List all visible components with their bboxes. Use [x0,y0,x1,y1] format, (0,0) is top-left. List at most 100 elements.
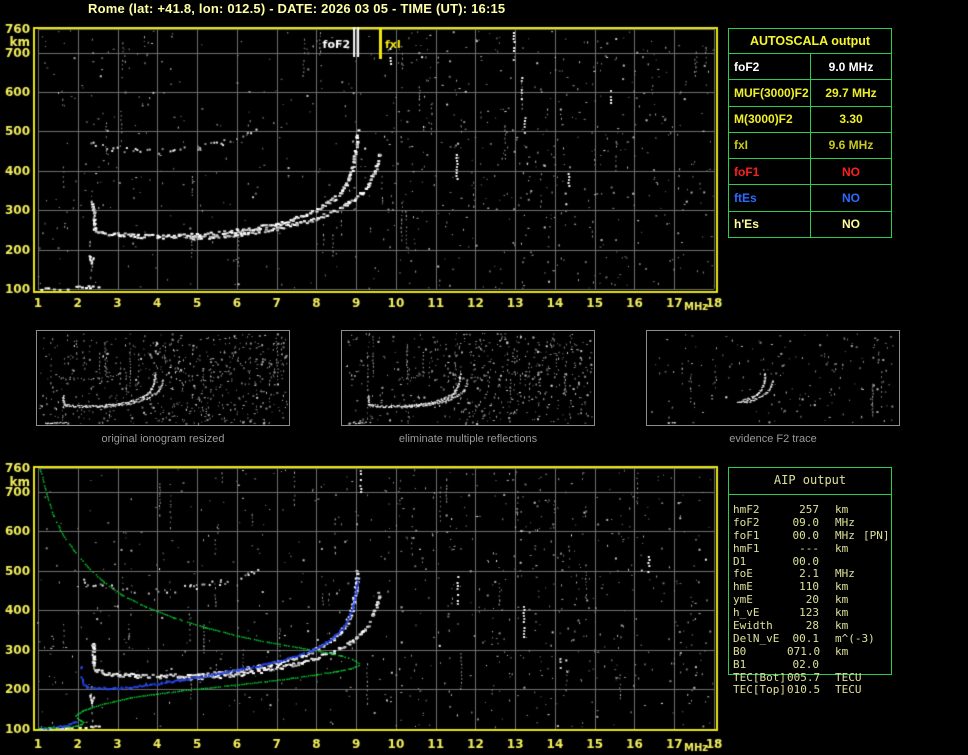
aip-parameter-unit: km [835,644,849,658]
aip-header: AIP output [773,473,847,487]
aip-row: foF2 09.0 MHz [728,515,892,530]
autoscala-parameter-label: M(3000)F2 [729,106,811,132]
aip-parameter-value: 09.0 [792,515,820,529]
aip-parameter-value: 071.0 [787,644,821,658]
aip-rows: hmF2 257 km foF2 09.0 MHz foF1 00.0 MHz [728,495,892,697]
aip-parameter-value: 00.0 [792,528,820,542]
aip-parameter-label: hmF1 [733,541,760,555]
autoscala-row: MUF(3000)F2 29.7 MHz [729,80,891,107]
aip-parameter-label: h_vE [733,606,760,620]
autoscala-row: ftEs NO [729,185,891,212]
thumbnail-multiple-reflections-removed [341,330,595,426]
aip-parameter-unit: km [835,593,849,607]
aip-parameter-unit: MHz [835,567,855,581]
aip-parameter-label: TEC[Top] [733,683,786,697]
thumbnail-original-canvas [37,331,289,425]
aip-parameter-unit: MHz [835,515,855,529]
thumbnail-caption-original: original ionogram resized [101,433,225,445]
autoscala-parameter-value: NO [842,164,860,179]
aip-parameter-label: foE [733,567,753,581]
aip-parameter-value: 005.7 [787,670,821,684]
aip-parameter-label: foF2 [733,515,760,529]
autoscala-header: AUTOSCALA output [729,29,891,54]
aip-parameter-unit: m^(-3) [835,631,875,645]
autoscala-parameter-value: NO [842,191,860,206]
autoscala-rows: foF2 9.0 MHz MUF(3000)F2 29.7 MHz M(3000… [729,54,891,237]
autoscala-parameter-value: 3.30 [839,112,863,127]
aip-row: TEC[Bot] 005.7 TECU [728,670,892,685]
aip-parameter-value: 010.5 [787,683,821,697]
aip-row: foE 2.1 MHz [728,568,892,581]
thumbnail-original-ionogram [36,330,290,426]
aip-parameter-flag: [PN] [863,528,890,542]
aip-parameter-value: --- [799,541,819,555]
aip-parameter-value: 00.0 [792,554,820,568]
thumbnail-f2trace-canvas [647,331,899,425]
bottom-ionogram-canvas [0,458,732,755]
autoscala-row: foF1 NO [729,159,891,186]
aip-parameter-value: 00.1 [792,631,820,645]
aip-parameter-value: 110 [799,580,819,594]
aip-row: hmE 110 km [728,580,892,594]
autoscala-parameter-label: h'Es [729,211,811,237]
aip-row: D1 00.0 [728,554,892,569]
aip-parameter-label: B1 [733,657,747,671]
aip-parameter-label: ymE [733,593,753,607]
aip-parameter-unit: km [835,619,849,633]
aip-parameter-unit [835,659,861,672]
aip-row: hmF2 257 km [728,503,892,517]
aip-row: DelN_vE 00.1 m^(-3) [728,631,892,646]
aip-parameter-value: 02.0 [792,657,820,671]
autoscala-row: h'Es NO [729,211,891,237]
station-title: Rome (lat: +41.8, lon: 012.5) - DATE: 20… [88,1,506,16]
aip-header-separator [728,494,892,495]
aip-row: foF1 00.0 MHz [PN] [728,528,892,543]
thumbnail-caption-f2trace: evidence F2 trace [729,433,817,445]
autoscala-parameter-value: 9.0 MHz [828,59,874,74]
aip-row: Ewidth 28 km [728,619,892,633]
aip-parameter-unit: km [835,580,849,594]
aip-row: hmF1 --- km [728,541,892,556]
aip-parameter-label: D1 [733,554,747,568]
aip-parameter-label: DelN_vE [733,631,780,645]
autoscala-table: AUTOSCALA output foF2 9.0 MHz MUF(3000)F… [728,28,892,238]
aip-table-border [728,467,892,675]
autoscala-parameter-label: foF1 [729,159,811,185]
thumbnail-caption-cleaned: eliminate multiple reflections [398,433,538,445]
aip-parameter-unit: MHz [835,528,855,542]
autoscala-parameter-value: 29.7 MHz [825,85,877,100]
autoscala-row: fxI 9.6 MHz [729,132,891,160]
aip-parameter-label: B0 [733,644,747,658]
thumbnail-f2-trace-evidence [646,330,900,426]
autoscala-row: M(3000)F2 3.30 [729,106,891,133]
aip-parameter-unit: TECU [835,670,862,684]
aip-table: AIP output hmF2 257 km foF2 09.0 MHz [728,467,892,697]
autoscala-row: foF2 9.0 MHz [729,54,891,81]
aip-parameter-label: foF1 [733,528,760,542]
autoscala-parameter-label: MUF(3000)F2 [729,80,811,106]
autoscala-parameter-value: NO [842,217,860,232]
autoscala-parameter-label: foF2 [729,54,811,80]
top-ionogram-canvas [0,20,732,316]
aip-row: B0 071.0 km [728,644,892,659]
aip-parameter-value: 28 [805,619,819,633]
aip-parameter-unit: km [835,503,849,516]
aip-row: B1 02.0 [728,657,892,672]
autoscala-parameter-label: fxI [729,132,811,159]
aip-parameter-label: hmF2 [733,503,760,516]
aip-parameter-unit: km [835,606,849,620]
aip-parameter-label: hmE [733,580,753,594]
thumbnail-cleaned-canvas [342,331,594,425]
aip-parameter-value: 257 [799,503,819,516]
aip-parameter-unit: TECU [835,683,862,697]
autoscala-parameter-label: ftEs [729,185,811,211]
aip-parameter-unit: km [835,541,849,555]
aip-row: h_vE 123 km [728,606,892,620]
autoscala-parameter-value: 9.6 MHz [828,138,874,153]
aip-row: ymE 20 km [728,593,892,607]
aip-parameter-value: 20 [805,593,819,607]
aip-row: TEC[Top] 010.5 TECU [728,684,892,697]
aip-parameter-label: Ewidth [733,619,773,633]
aip-parameter-value: 2.1 [799,567,819,581]
